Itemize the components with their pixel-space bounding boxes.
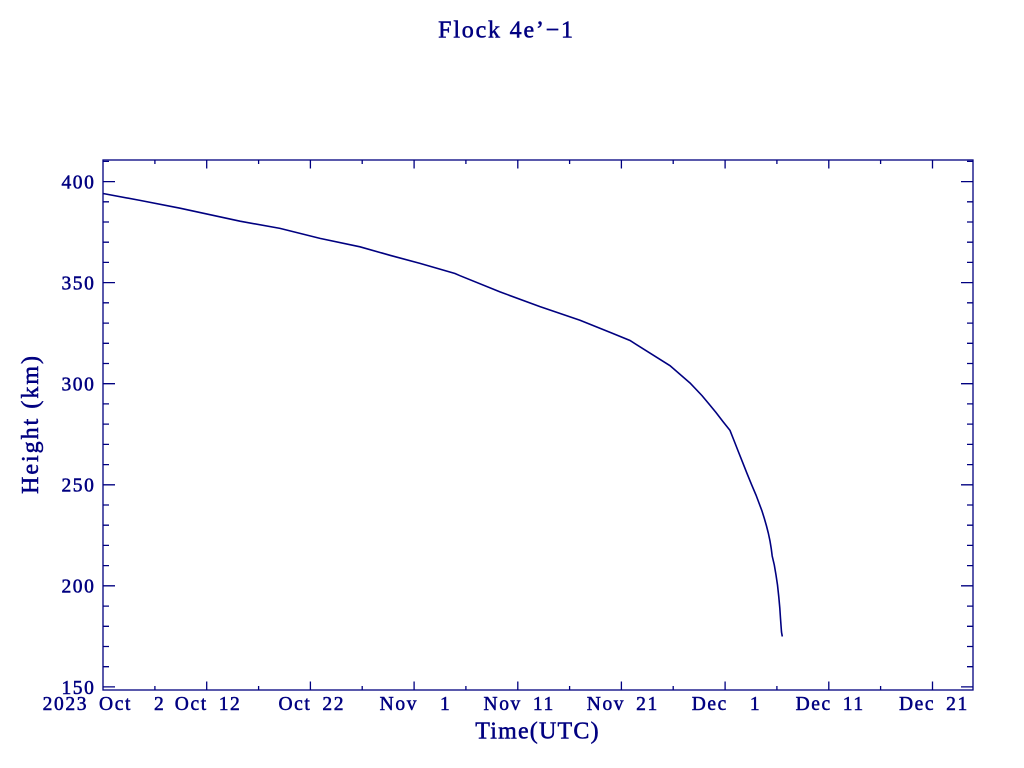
svg-text:Time(UTC): Time(UTC) [475,719,600,745]
svg-text:Flock 4e’−1: Flock 4e’−1 [438,17,575,43]
svg-text:Nov 11: Nov 11 [484,694,555,715]
svg-text:Nov 21: Nov 21 [587,694,659,715]
svg-text:Dec 11: Dec 11 [796,694,865,715]
svg-text:Nov 1: Nov 1 [380,694,452,715]
svg-text:300: 300 [61,375,95,396]
svg-text:400: 400 [61,173,95,194]
svg-text:Dec 1: Dec 1 [692,694,762,715]
svg-text:150: 150 [61,678,95,699]
svg-text:Dec 21: Dec 21 [899,694,969,715]
svg-text:Oct 22: Oct 22 [278,694,345,715]
svg-text:200: 200 [61,577,95,598]
svg-text:2023 Oct 2: 2023 Oct 2 [43,694,166,715]
svg-text:250: 250 [61,476,95,497]
svg-text:350: 350 [61,274,95,295]
svg-text:Oct 12: Oct 12 [175,694,242,715]
svg-text:Height (km): Height (km) [18,354,44,494]
